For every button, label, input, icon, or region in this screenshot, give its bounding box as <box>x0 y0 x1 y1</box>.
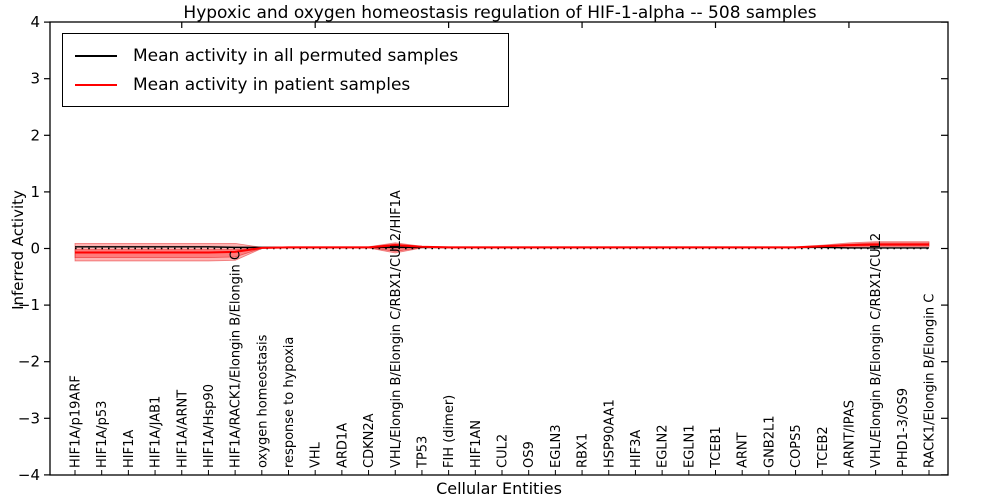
y-tick-label: 4 <box>30 13 40 31</box>
x-tick-label: RACK1/Elongin B/Elongin C <box>923 294 938 468</box>
legend-label-patient: Mean activity in patient samples <box>133 74 411 95</box>
x-tick-label: HIF1A/p19ARF <box>69 375 84 468</box>
chart-title: Hypoxic and oxygen homeostasis regulatio… <box>183 3 817 23</box>
x-tick-label: ARNT/IPAS <box>842 400 857 468</box>
x-tick-label: HIF1A/RACK1/Elongin B/Elongin C <box>229 251 244 468</box>
y-tick-label: 0 <box>30 240 40 258</box>
y-tick-label: 2 <box>30 126 40 144</box>
legend-item-permuted: Mean activity in all permuted samples <box>75 41 498 70</box>
y-tick-label: 1 <box>30 183 40 201</box>
patient-mean-line <box>75 243 929 254</box>
x-tick-label: TCEB1 <box>709 426 724 469</box>
x-tick-label: GNB2L1 <box>762 415 777 468</box>
x-tick-label: VHL/Elongin B/Elongin C/RBX1/CUL2/HIF1A <box>389 190 404 468</box>
x-tick-label: PHD1-3/OS9 <box>896 388 911 468</box>
y-tick-label: −3 <box>18 409 40 427</box>
x-tick-label: FIH (dimer) <box>442 395 457 468</box>
x-tick-label: response to hypoxia <box>282 337 297 468</box>
x-tick-label: HIF1A <box>122 430 137 468</box>
x-axis-label: Cellular Entities <box>436 479 562 498</box>
x-tick-label: ARNT <box>736 432 751 468</box>
x-tick-label: TCEB2 <box>816 426 831 469</box>
x-tick-label: VHL/Elongin B/Elongin C/RBX1/CUL2 <box>869 233 884 468</box>
legend-item-patient: Mean activity in patient samples <box>75 70 498 99</box>
x-tick-label: HIF1A/JAB1 <box>149 396 164 468</box>
x-tick-label: EGLN1 <box>682 424 697 468</box>
x-tick-label: CUL2 <box>496 434 511 468</box>
legend: Mean activity in all permuted samples Me… <box>62 33 509 107</box>
y-tick-label: −2 <box>18 353 40 371</box>
x-tick-label: VHL <box>309 441 324 468</box>
y-tick-label: 3 <box>30 70 40 88</box>
x-tick-label: HIF1AN <box>469 420 484 468</box>
legend-label-permuted: Mean activity in all permuted samples <box>133 45 459 66</box>
x-tick-label: HIF3A <box>629 430 644 468</box>
x-tick-label: TP53 <box>415 436 430 469</box>
x-tick-label: OS9 <box>522 441 537 468</box>
y-tick-label: −4 <box>18 466 40 484</box>
x-tick-label: RBX1 <box>576 433 591 468</box>
x-tick-label: HIF1A/ARNT <box>175 390 190 468</box>
patient-line-swatch <box>75 83 117 86</box>
x-tick-label: HSP90AA1 <box>602 399 617 468</box>
y-tick-label: −1 <box>18 296 40 314</box>
x-tick-label: oxygen homeostasis <box>255 334 270 468</box>
x-tick-label: CDKN2A <box>362 413 377 468</box>
x-tick-label: EGLN3 <box>549 424 564 468</box>
x-tick-label: ARD1A <box>335 423 350 468</box>
x-tick-label: EGLN2 <box>656 424 671 468</box>
x-tick-label: HIF1A/Hsp90 <box>202 384 217 468</box>
x-tick-label: COPS5 <box>789 424 804 468</box>
x-tick-label: HIF1A/p53 <box>95 401 110 468</box>
permuted-line-swatch <box>75 54 117 57</box>
